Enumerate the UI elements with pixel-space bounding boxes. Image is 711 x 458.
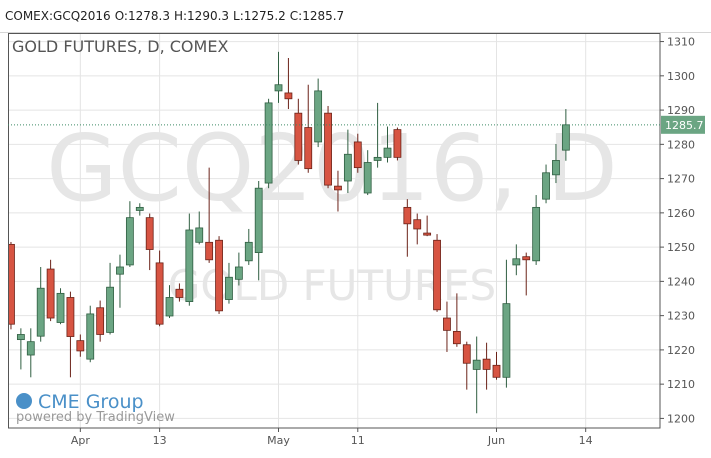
brand-name: CME Group — [38, 391, 144, 413]
x-tick-label: 11 — [351, 434, 365, 447]
ohlc-value: 1285.7 — [302, 9, 344, 23]
candle-body — [383, 147, 392, 158]
candle-body — [522, 256, 531, 261]
candle-body — [145, 217, 154, 250]
ohlc-label: O: — [115, 9, 128, 23]
ohlc-label: H: — [174, 9, 187, 23]
candle-body — [324, 112, 332, 186]
candle-body — [462, 344, 471, 364]
candle-body — [225, 276, 233, 300]
candle-body — [433, 239, 441, 311]
y-tick-label: 1220 — [667, 344, 695, 357]
y-tick-label: 1270 — [667, 173, 695, 186]
candle-body — [274, 84, 283, 92]
watermark: GCQ2016, D — [46, 115, 617, 222]
y-tick-label: 1310 — [667, 36, 695, 49]
y-tick-label: 1240 — [667, 275, 695, 288]
x-tick-label: 13 — [153, 434, 167, 447]
candle-body — [452, 330, 461, 345]
candle-body — [373, 156, 382, 161]
candle-body — [512, 258, 521, 266]
candle-body — [304, 127, 313, 170]
candles — [8, 51, 570, 414]
candle-body — [16, 334, 25, 341]
candle-body — [46, 268, 55, 319]
chart-title: GOLD FUTURES, D, COMEX — [12, 37, 228, 56]
candle-body — [542, 172, 550, 200]
candle-body — [96, 307, 105, 335]
brand-powered: powered by TradingView — [16, 410, 175, 425]
candle-body — [215, 239, 223, 312]
ohlc-value: 1290.3 — [187, 9, 229, 23]
candle-body — [294, 112, 303, 161]
candle-body — [36, 287, 45, 337]
y-tick-label: 1200 — [667, 412, 695, 425]
candle-body — [56, 292, 65, 323]
candle-body — [185, 229, 194, 302]
candle-body — [195, 227, 204, 243]
candle-body — [135, 206, 144, 211]
candle-body — [403, 206, 412, 225]
candle-body — [264, 102, 273, 184]
y-tick-label: 1210 — [667, 378, 695, 391]
ohlc-label: L: — [233, 9, 244, 23]
y-tick-label: 1230 — [667, 310, 695, 323]
y-tick-label: 1250 — [667, 241, 695, 254]
y-tick-label: 1280 — [667, 138, 695, 151]
candle-body — [343, 153, 352, 182]
candle-body — [502, 303, 511, 378]
candle-body — [423, 232, 432, 236]
candle-body — [552, 160, 560, 176]
grid — [8, 33, 660, 428]
candle-body — [492, 364, 501, 378]
y-tick-label: 1300 — [667, 70, 695, 83]
header-symbol: COMEX:GCQ2016 — [5, 9, 111, 23]
last-price-label: 1285.7 — [665, 119, 704, 132]
candle-body — [86, 313, 95, 360]
last-price-box — [661, 115, 705, 134]
candle-body — [443, 317, 451, 331]
x-tick-label: Jun — [487, 434, 505, 447]
cme-logo-icon — [16, 393, 32, 409]
candle-body — [76, 340, 85, 352]
candle-body — [334, 185, 342, 191]
candle-body — [482, 358, 491, 370]
candle-body — [125, 217, 134, 266]
candle-body — [234, 266, 243, 280]
candle-body — [353, 141, 362, 169]
candle-body — [254, 187, 263, 253]
candle-body — [8, 243, 15, 325]
candle-body — [26, 341, 35, 356]
y-tick-label: 1290 — [667, 104, 695, 117]
candle-body — [66, 297, 75, 337]
candle-body — [472, 359, 481, 370]
x-tick-label: 14 — [579, 434, 593, 447]
ohlc-label: C: — [290, 9, 302, 23]
candle-body — [314, 90, 323, 143]
axes: 1200 1210 1220 1230 1240 1250 1260 1270 1280 1290… — [71, 36, 695, 447]
candle-body — [363, 162, 372, 194]
header: COMEX:GCQ2016 O:1278.3 H:1290.3 L:1275.2 C:1… — [5, 9, 344, 23]
candle-body — [155, 262, 164, 325]
ohlc-value: 1278.3 — [128, 9, 170, 23]
candle-body — [532, 206, 541, 262]
candle-body — [106, 286, 114, 333]
candle-body — [393, 129, 402, 158]
candle-body — [116, 266, 124, 275]
candle-body — [165, 297, 174, 317]
candle-body — [244, 241, 253, 262]
candle-body — [413, 219, 422, 230]
candle-body — [175, 288, 184, 298]
ohlc-value: 1275.2 — [244, 9, 286, 23]
candle-body — [205, 241, 214, 261]
candle-body — [561, 124, 570, 151]
x-tick-label: Apr — [71, 434, 91, 447]
y-tick-label: 1260 — [667, 207, 695, 220]
x-tick-label: May — [267, 434, 290, 447]
candle-body — [284, 92, 293, 100]
plot-border — [8, 33, 661, 429]
